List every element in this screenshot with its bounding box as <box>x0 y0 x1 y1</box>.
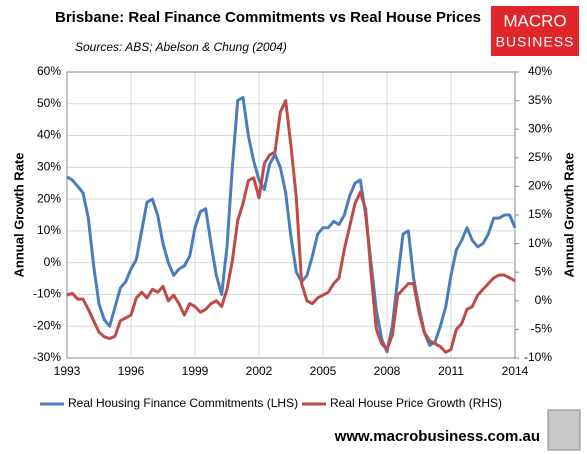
y2-tick-label: -5% <box>531 322 553 336</box>
y-tick-label: 10% <box>37 223 61 237</box>
y-tick-label: -30% <box>33 350 61 364</box>
x-tick-label: 2008 <box>374 364 401 378</box>
y-tick-label: 0% <box>44 255 62 269</box>
logo-box <box>491 6 579 56</box>
y2-tick-label: 15% <box>528 207 552 221</box>
x-tick-label: 2005 <box>310 364 337 378</box>
y2-tick-label: 25% <box>528 150 552 164</box>
y-tick-label: 50% <box>37 96 61 110</box>
y-axis-label: Annual Growth Rate <box>11 153 26 278</box>
chart-title: Brisbane: Real Finance Commitments vs Re… <box>55 9 481 26</box>
x-tick-label: 2014 <box>502 364 529 378</box>
y2-tick-label: 40% <box>528 64 552 78</box>
x-tick-label: 2002 <box>246 364 273 378</box>
y2-tick-label: -10% <box>524 350 552 364</box>
logo-text: BUSINESS <box>496 34 575 50</box>
x-tick-label: 2011 <box>438 364 464 378</box>
chart-subtitle: Sources: ABS; Abelson & Chung (2004) <box>75 40 287 54</box>
y-tick-label: -10% <box>33 287 61 301</box>
line-series <box>66 99 516 354</box>
y2-tick-label: 20% <box>528 179 552 193</box>
y2-tick-label: 0% <box>535 293 553 307</box>
y2-tick-label: 10% <box>528 236 552 250</box>
legend-label: Real Housing Finance Commitments (LHS) <box>68 396 298 410</box>
footer: www.macrobusiness.com.au <box>334 428 540 445</box>
y-tick-label: 20% <box>37 191 61 205</box>
y2-axis-label: Annual Growth Rate <box>561 153 576 278</box>
line-series <box>66 95 517 354</box>
logo-text: MACRO <box>503 11 566 30</box>
plot-frame <box>66 71 516 359</box>
x-tick-label: 1993 <box>54 364 81 378</box>
x-tick-label: 1999 <box>182 364 209 378</box>
y-tick-label: 60% <box>37 64 61 78</box>
y2-tick-label: 5% <box>535 264 553 278</box>
y-tick-label: 40% <box>37 128 61 142</box>
y2-tick-label: 30% <box>528 121 552 135</box>
x-tick-label: 1996 <box>118 364 145 378</box>
y-tick-label: -20% <box>33 318 61 332</box>
legend-label: Real House Price Growth (RHS) <box>330 396 502 410</box>
y2-tick-label: 35% <box>528 93 552 107</box>
wolf-icon <box>547 409 581 451</box>
y-tick-label: 30% <box>37 160 61 174</box>
